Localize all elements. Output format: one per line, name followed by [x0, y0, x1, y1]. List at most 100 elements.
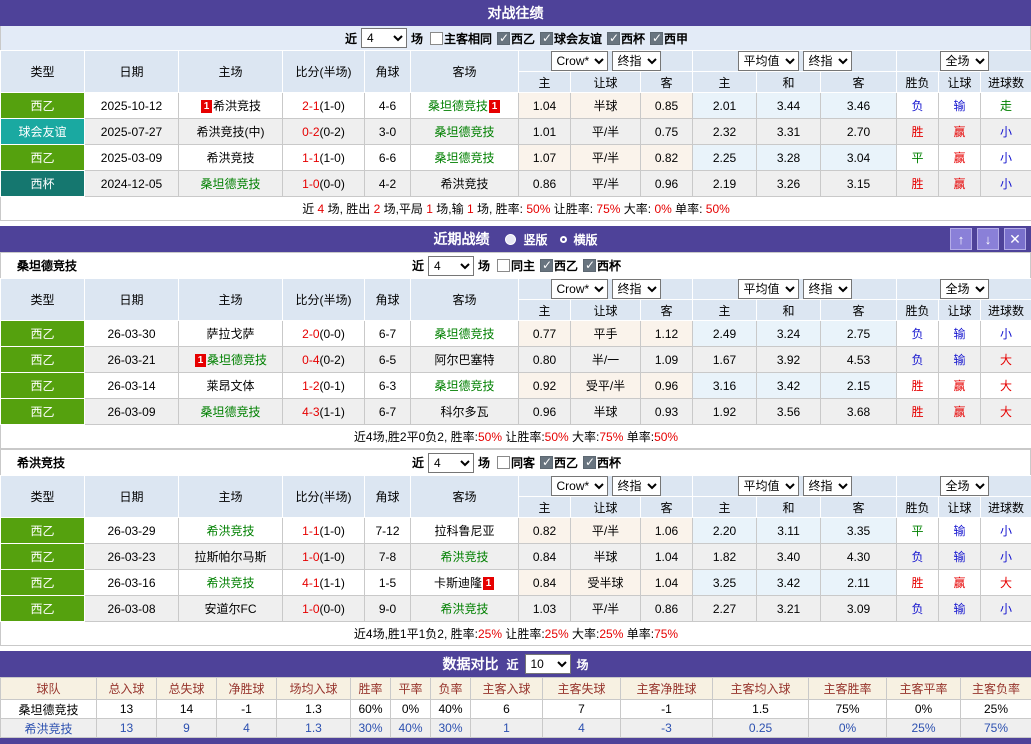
view-radio-label-0[interactable]: 竖版 — [523, 231, 547, 248]
bookmaker-select[interactable]: Crow* — [551, 279, 608, 299]
avg-stage-select[interactable]: 终指 — [803, 51, 852, 71]
odds-cell: 0.77 — [519, 321, 571, 347]
league-filter-0[interactable]: 西乙 — [540, 257, 578, 274]
league-filter-0[interactable]: 西乙 — [497, 30, 535, 47]
team-cell: 希洪竞技 — [411, 171, 519, 197]
panel-close-button[interactable]: ✕ — [1004, 228, 1026, 250]
view-radio-0[interactable] — [505, 234, 516, 245]
odds-stage-select[interactable]: 终指 — [612, 476, 661, 496]
compare-value: 75% — [961, 719, 1031, 738]
odds-cell: 0.80 — [519, 347, 571, 373]
odds-cell: 1.07 — [519, 145, 571, 171]
same-side-checkbox[interactable]: 同主 — [497, 257, 535, 274]
same-side-checkbox-box[interactable] — [497, 456, 510, 469]
bookmaker-select[interactable]: Crow* — [551, 476, 608, 496]
h2h-header: 对战往绩 — [0, 0, 1031, 26]
sub-header-2: 客 — [641, 497, 693, 518]
summary-text: 近 4 场, 胜出 2 场,平局 1 场,输 1 场, 胜率: 50% 让胜率:… — [302, 202, 730, 216]
avg-odds-cell: 3.15 — [821, 171, 897, 197]
team-name: 拉斯帕尔马斯 — [194, 550, 266, 564]
sub-header-1: 让球 — [571, 72, 641, 93]
outcome-cell: 输 — [939, 93, 981, 119]
odds-cell: 0.96 — [641, 171, 693, 197]
summary-row: 近4场,胜1平1负2, 胜率:25% 让胜率:25% 大率:25% 单率:75% — [1, 622, 1031, 646]
odds-cell: 0.86 — [641, 596, 693, 622]
league-filter-1[interactable]: 西杯 — [583, 454, 621, 471]
compare-count-select[interactable]: 10 — [525, 654, 571, 674]
league-filter-0-box[interactable] — [497, 32, 510, 45]
compare-col-5: 胜率 — [351, 678, 391, 700]
same-venue-checkbox[interactable]: 主客相同 — [430, 30, 492, 47]
league-filter-1-box[interactable] — [540, 32, 553, 45]
odds-cell: 1.04 — [641, 544, 693, 570]
compare-value: 25% — [961, 700, 1031, 719]
league-filter-0-box[interactable] — [540, 259, 553, 272]
view-radio-label-1[interactable]: 横版 — [574, 231, 598, 248]
league-badge: 西乙 — [1, 347, 85, 373]
h2h-filter-row: 近4场主客相同西乙球会友谊西杯西甲 — [0, 26, 1031, 50]
outcome-cell: 负 — [897, 347, 939, 373]
compare-value: 9 — [157, 719, 217, 738]
corners-cell: 1-5 — [365, 570, 411, 596]
league-badge: 西乙 — [1, 518, 85, 544]
match-date: 26-03-14 — [85, 373, 179, 399]
league-filter-0-box[interactable] — [540, 456, 553, 469]
league-filter-0-label: 西乙 — [511, 30, 535, 47]
league-filter-1[interactable]: 西杯 — [583, 257, 621, 274]
col-header-5: 客场 — [411, 476, 519, 518]
corners-cell: 9-0 — [365, 596, 411, 622]
outcome-cell: 大 — [981, 373, 1031, 399]
avg-odds-cell: 3.31 — [757, 119, 821, 145]
league-filter-0[interactable]: 西乙 — [540, 454, 578, 471]
sub-header-7: 让球 — [939, 300, 981, 321]
fulltime-select[interactable]: 全场 — [940, 279, 989, 299]
odds-stage-select[interactable]: 终指 — [612, 279, 661, 299]
avg-stage-select[interactable]: 终指 — [803, 279, 852, 299]
corners-cell: 4-2 — [365, 171, 411, 197]
view-radio-1[interactable] — [560, 236, 567, 243]
league-filter-3[interactable]: 西甲 — [650, 30, 688, 47]
league-filter-3-box[interactable] — [650, 32, 663, 45]
avg-stage-select[interactable]: 终指 — [803, 476, 852, 496]
bookmaker-select[interactable]: Crow* — [551, 51, 608, 71]
sub-header-7: 让球 — [939, 497, 981, 518]
same-side-checkbox-box[interactable] — [497, 259, 510, 272]
team-name: 桑坦德竞技 — [434, 151, 494, 165]
near-count-select[interactable]: 4 — [361, 28, 407, 48]
league-filter-1-label: 西杯 — [597, 257, 621, 274]
panel-down-button[interactable]: ↓ — [977, 228, 999, 250]
league-filter-1[interactable]: 球会友谊 — [540, 30, 602, 47]
panel-up-button[interactable]: ↑ — [950, 228, 972, 250]
outcome-cell: 小 — [981, 145, 1031, 171]
league-filter-2[interactable]: 西杯 — [607, 30, 645, 47]
league-filter-1-box[interactable] — [583, 456, 596, 469]
team-cell: 希洪竞技 — [179, 518, 283, 544]
league-filter-2-box[interactable] — [607, 32, 620, 45]
same-side-checkbox[interactable]: 同客 — [497, 454, 535, 471]
odds-cell: 受平/半 — [571, 373, 641, 399]
average-select[interactable]: 平均值 — [738, 51, 799, 71]
same-venue-checkbox-box[interactable] — [430, 32, 443, 45]
col-header-1: 日期 — [85, 476, 179, 518]
odds-cell: 0.85 — [641, 93, 693, 119]
average-select[interactable]: 平均值 — [738, 279, 799, 299]
average-select[interactable]: 平均值 — [738, 476, 799, 496]
avg-odds-cell: 2.25 — [693, 145, 757, 171]
fulltime-select[interactable]: 全场 — [940, 51, 989, 71]
near-count-select[interactable]: 4 — [428, 453, 474, 473]
corners-cell: 4-6 — [365, 93, 411, 119]
fulltime-select[interactable]: 全场 — [940, 476, 989, 496]
odds-cell: 半/一 — [571, 347, 641, 373]
near-count-select[interactable]: 4 — [428, 256, 474, 276]
col-header-4: 角球 — [365, 279, 411, 321]
odds-stage-select[interactable]: 终指 — [612, 51, 661, 71]
league-filter-1-box[interactable] — [583, 259, 596, 272]
odds-cell: 平/半 — [571, 145, 641, 171]
match-date: 26-03-08 — [85, 596, 179, 622]
recent-header: 近期战绩 竖版横版 ↑↓✕ — [0, 226, 1031, 252]
